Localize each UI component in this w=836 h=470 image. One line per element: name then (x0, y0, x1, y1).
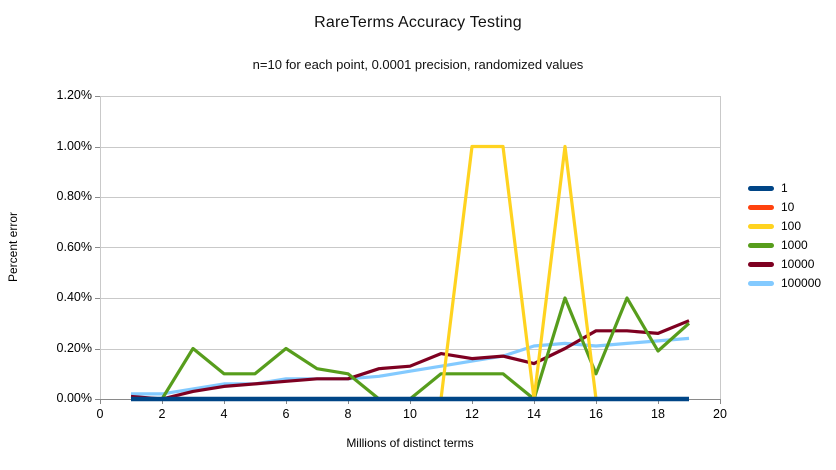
x-tick-label: 6 (282, 407, 290, 421)
x-tick-label: 8 (344, 407, 352, 421)
x-tick-label: 0 (96, 407, 104, 421)
legend-item-1: 1 (748, 182, 821, 194)
y-tick-label: 0.60% (56, 239, 92, 254)
legend-label: 100000 (781, 276, 822, 290)
legend-label: 10000 (781, 257, 815, 271)
series-line-100000 (131, 336, 690, 396)
x-axis-title: Millions of distinct terms (346, 436, 474, 450)
legend-swatch (748, 185, 774, 191)
legend-item-100000: 100000 (748, 277, 821, 289)
legend-swatch (748, 204, 774, 210)
chart-subtitle: n=10 for each point, 0.0001 precision, r… (252, 57, 584, 72)
y-tick-label: 1.20% (56, 88, 92, 102)
chart-title: RareTerms Accuracy Testing (314, 14, 522, 31)
legend-item-1000: 1000 (748, 239, 821, 251)
legend-label: 100 (781, 219, 802, 233)
x-tick-label: 12 (465, 407, 479, 421)
legend-swatch (748, 223, 774, 229)
legend-swatch (748, 261, 774, 267)
x-tick-label: 16 (589, 407, 603, 421)
legend-item-10: 10 (748, 201, 821, 213)
x-tick-label: 2 (158, 407, 166, 421)
legend-label: 1 (781, 181, 788, 195)
x-tick-label: 20 (713, 407, 727, 421)
y-tick-label: 0.80% (56, 189, 92, 203)
x-tick-label: 4 (220, 407, 228, 421)
x-tick-label: 18 (651, 407, 665, 421)
legend-swatch (748, 280, 774, 286)
legend-swatch (748, 242, 774, 248)
y-tick-label: 0.40% (56, 290, 92, 304)
legend-item-100: 100 (748, 220, 821, 232)
legend-item-10000: 10000 (748, 258, 821, 270)
series-line-100 (131, 144, 689, 401)
x-tick-label: 10 (403, 407, 417, 421)
legend: 1 10 100 1000 10000 100000 (748, 182, 821, 289)
legend-label: 10 (781, 200, 795, 214)
y-tick-label: 0.00% (56, 391, 92, 405)
y-tick-label: 0.20% (56, 340, 92, 355)
x-tick-label: 14 (527, 407, 541, 421)
y-tick-label: 1.00% (56, 138, 92, 153)
legend-label: 1000 (781, 238, 808, 252)
series-line-10000 (130, 319, 690, 401)
